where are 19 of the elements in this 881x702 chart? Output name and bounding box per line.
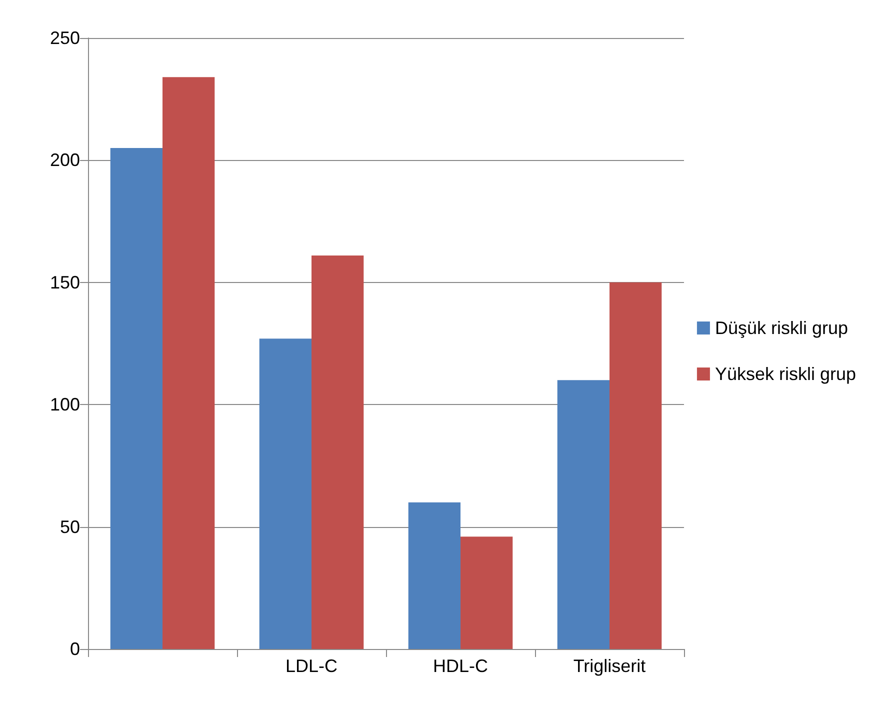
bar <box>259 338 312 649</box>
bar <box>162 77 215 649</box>
x-tick-label: HDL-C <box>432 656 488 676</box>
bar <box>408 502 460 649</box>
bar <box>110 148 162 649</box>
y-tick-label: 200 <box>50 150 80 170</box>
y-tick-label: 50 <box>60 516 80 537</box>
legend-label: Yüksek riskli grup <box>714 364 856 384</box>
y-tick-label: 100 <box>50 394 80 415</box>
bar <box>610 282 662 649</box>
x-tick-label: Trigliserit <box>573 656 646 676</box>
y-tick-label: 150 <box>50 272 80 292</box>
legend-label: Düşük riskli grup <box>714 318 848 338</box>
bar <box>557 380 610 649</box>
y-tick-label: 0 <box>70 639 80 659</box>
bar <box>312 256 364 649</box>
x-tick-label: LDL-C <box>285 656 338 676</box>
bar <box>460 536 513 649</box>
y-tick-label: 250 <box>50 28 80 48</box>
